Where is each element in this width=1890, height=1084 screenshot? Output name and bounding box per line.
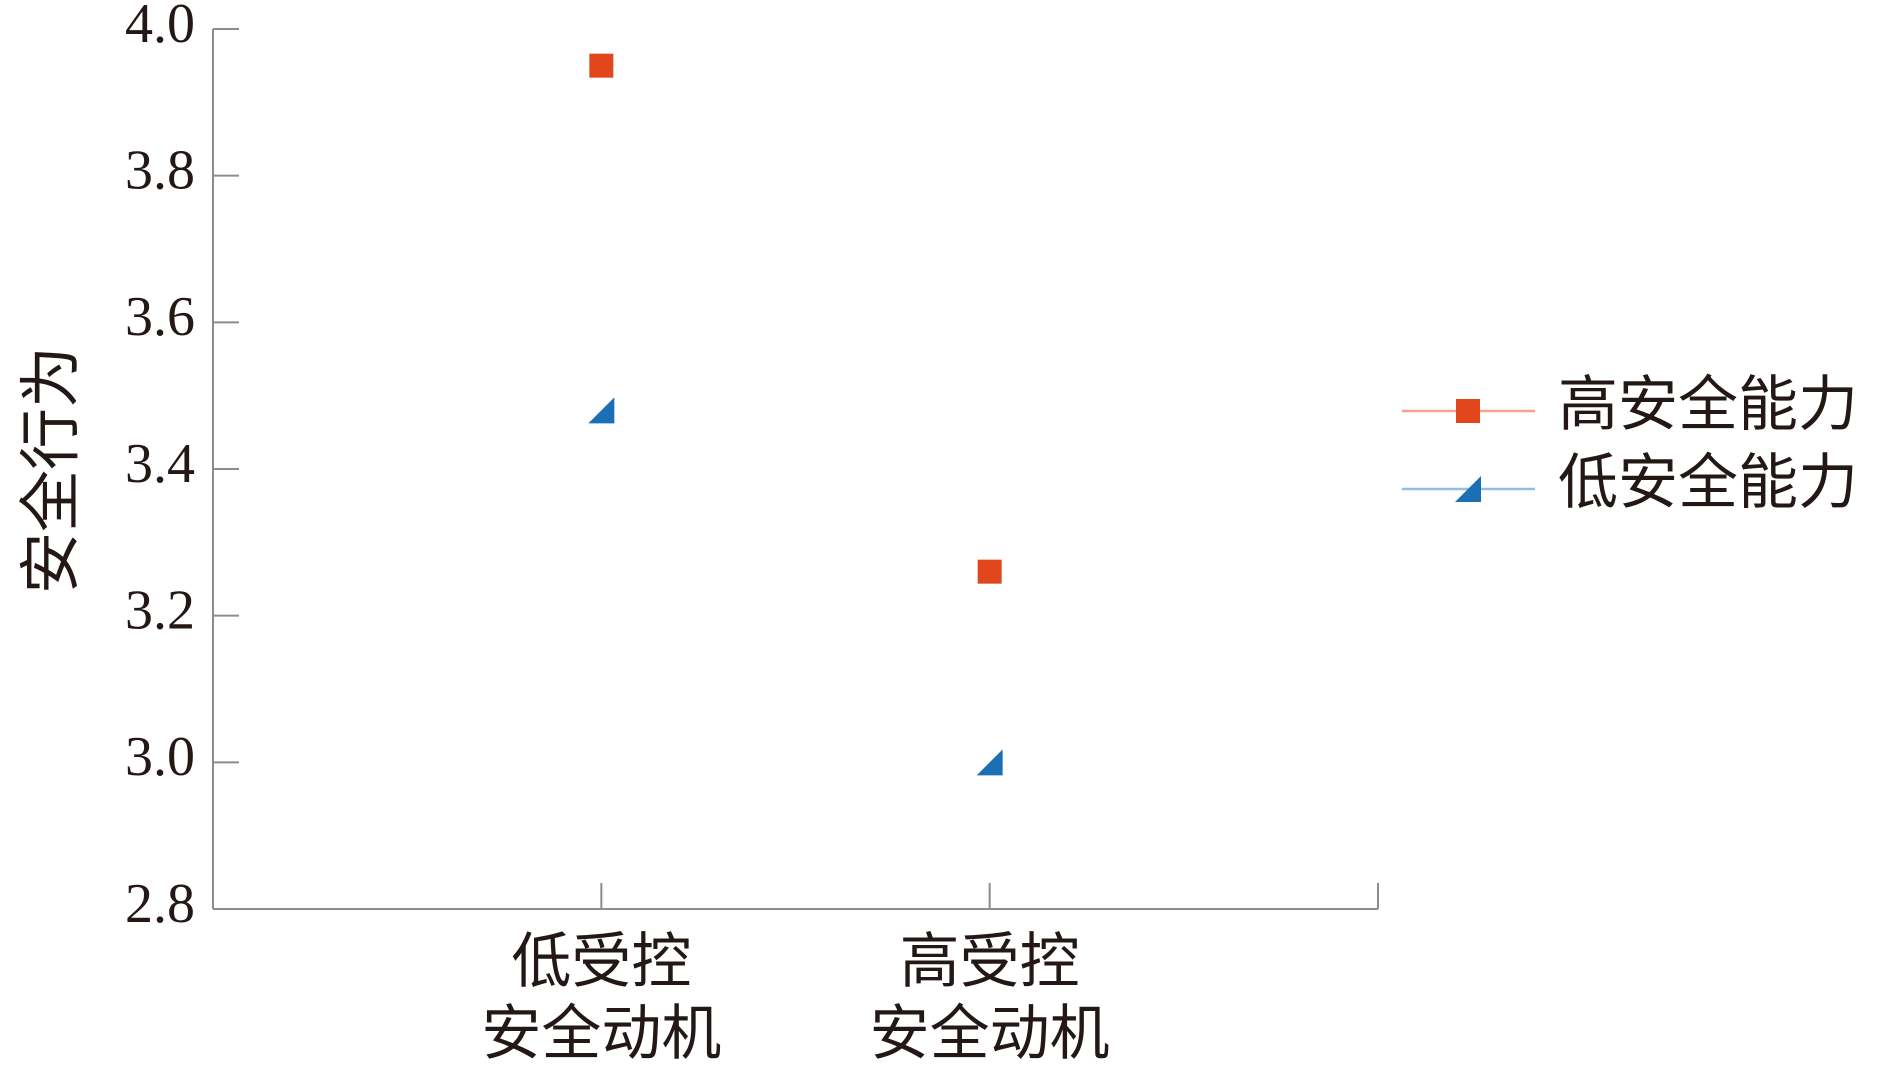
y-tick-label: 4.0 (125, 0, 195, 55)
x-tick-label: 高受控 (900, 929, 1080, 995)
x-tick-label: 安全动机 (870, 1001, 1110, 1067)
legend-marker (1456, 399, 1480, 423)
y-tick-label: 3.0 (125, 726, 195, 788)
y-tick-label: 3.4 (125, 433, 195, 495)
marker (588, 397, 615, 424)
legend-marker (1455, 476, 1481, 502)
legend-label: 低安全能力 (1558, 450, 1858, 516)
legend-label: 高安全能力 (1558, 372, 1858, 438)
y-tick-label: 3.6 (125, 286, 195, 348)
y-axis-title: 安全行为 (18, 346, 86, 594)
y-tick-label: 2.8 (125, 873, 195, 935)
x-tick-label: 低受控 (511, 929, 691, 995)
marker (977, 559, 1002, 584)
marker (976, 749, 1003, 776)
y-tick-label: 3.2 (125, 580, 195, 642)
marker (589, 53, 614, 78)
y-tick-label: 3.8 (125, 140, 195, 202)
x-tick-label: 安全动机 (481, 1001, 721, 1067)
